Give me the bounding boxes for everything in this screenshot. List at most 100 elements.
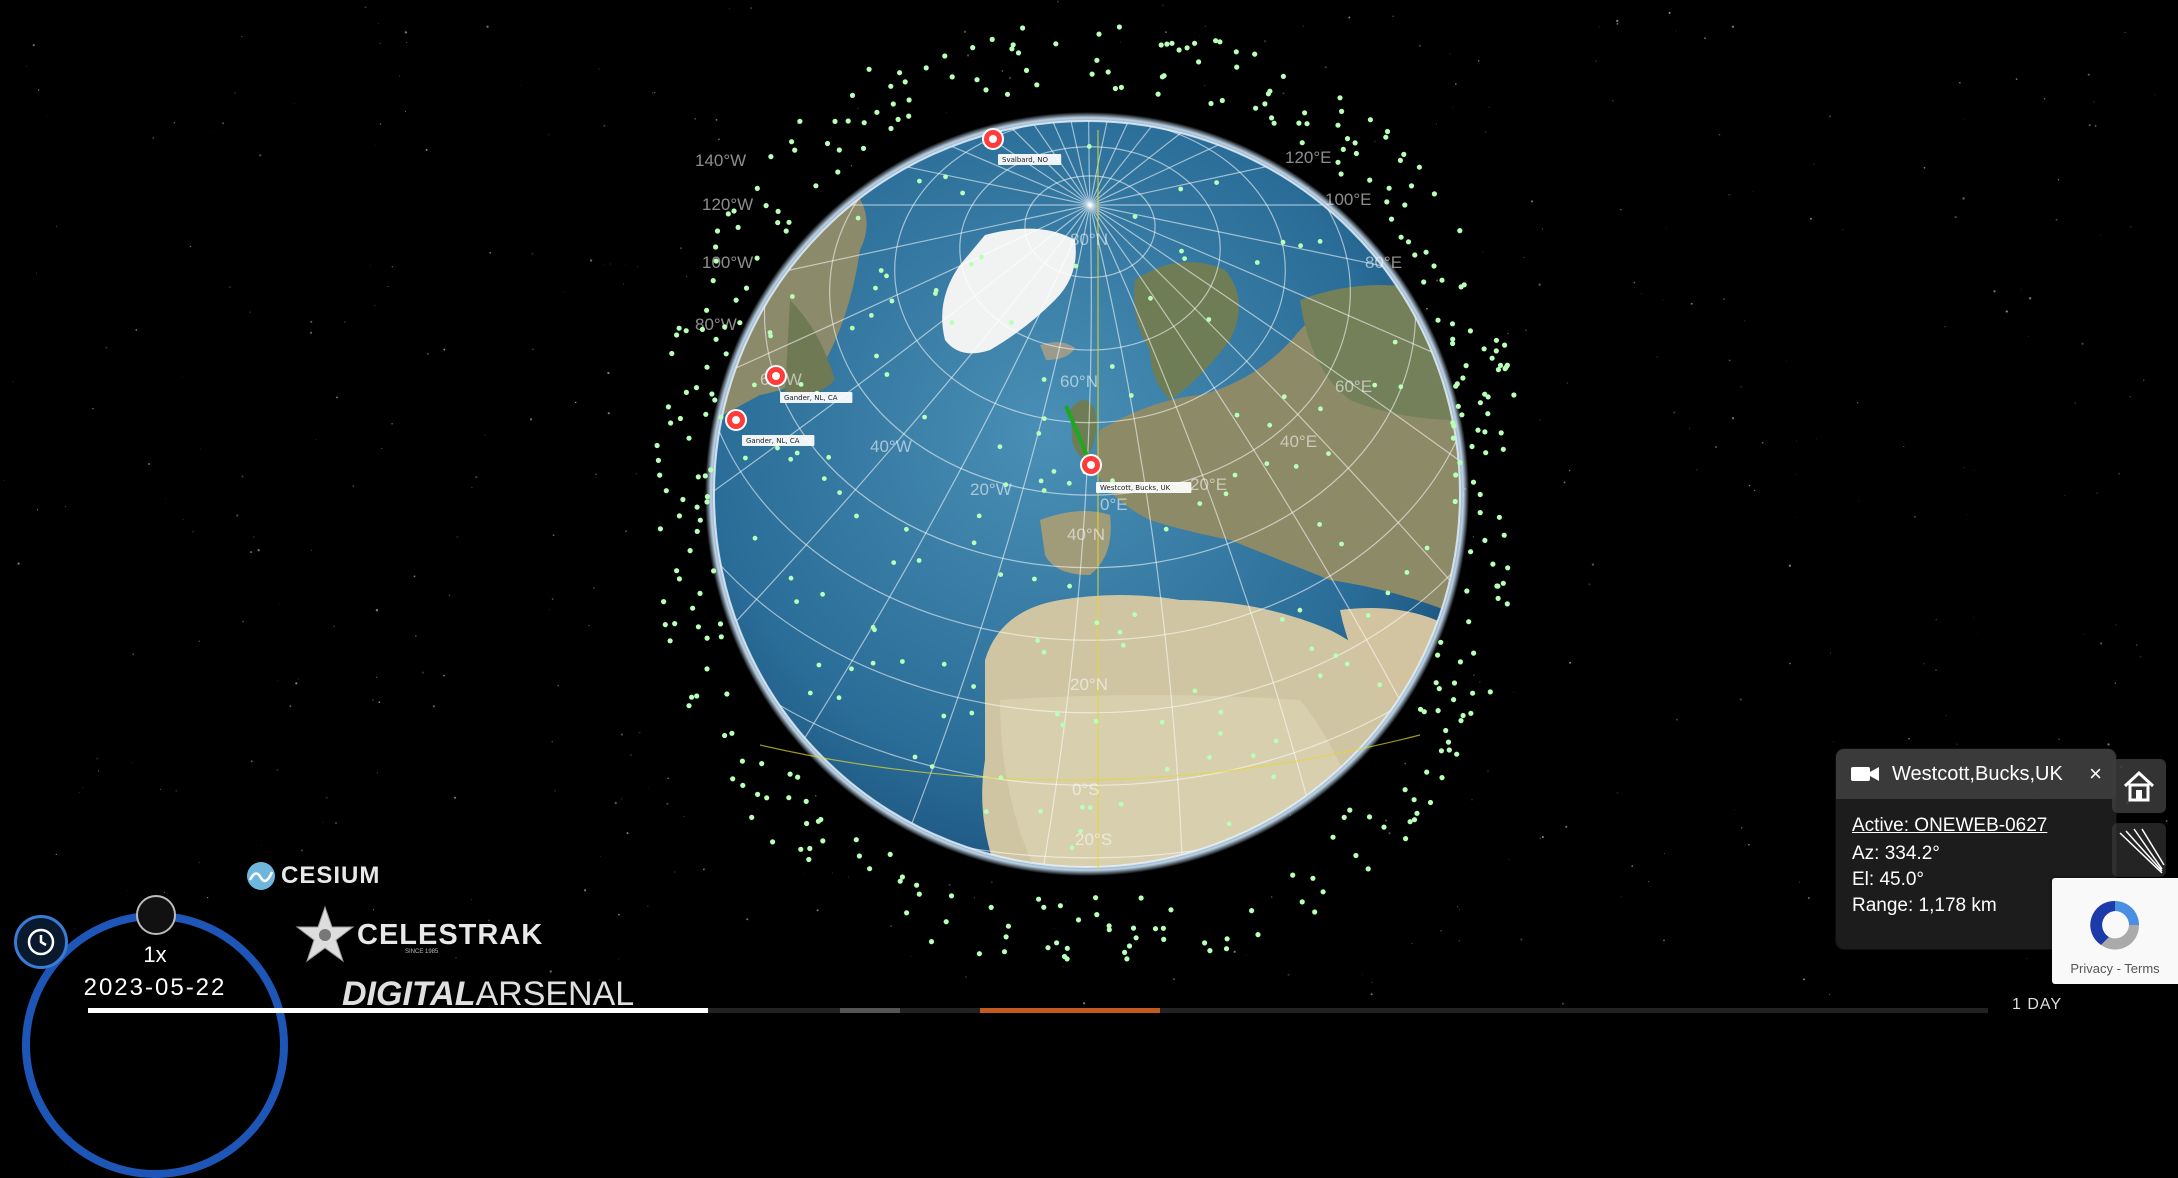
earth-globe[interactable] xyxy=(190,0,1990,1013)
satellite-dot xyxy=(1398,384,1404,390)
satellite-dot xyxy=(775,445,780,451)
satellite-dot xyxy=(1223,491,1229,497)
satellite-dot xyxy=(1381,824,1387,830)
playback-speed[interactable]: 1x xyxy=(143,942,167,967)
star xyxy=(1728,359,1731,362)
satellite-dot xyxy=(1269,115,1275,121)
star xyxy=(105,346,108,349)
star xyxy=(1581,347,1582,349)
satellite-dot xyxy=(1435,317,1441,323)
globe-viewer[interactable]: 140°W120°W100°W80°W60°W40°W20°W120°E100°… xyxy=(0,0,2178,1013)
ground-station-marker[interactable]: Westcott, Bucks, UK xyxy=(1080,454,1192,493)
satellite-dot xyxy=(1160,925,1166,931)
star xyxy=(1541,228,1544,230)
satellite-dot xyxy=(1202,940,1208,946)
satellite-dot xyxy=(1496,514,1502,520)
graticule-label: 40°N xyxy=(1067,525,1105,544)
satellite-dot xyxy=(997,444,1003,450)
star xyxy=(2081,342,2084,345)
star xyxy=(1520,938,1523,941)
satellite-dot xyxy=(874,353,879,359)
satellite-dot xyxy=(1207,754,1212,760)
star xyxy=(2028,297,2032,300)
close-button[interactable]: × xyxy=(2089,761,2102,786)
timeline-zoom-label[interactable]: 1 DAY xyxy=(2012,996,2063,1013)
satellite-dot xyxy=(1366,814,1373,820)
star xyxy=(2094,125,2097,127)
star xyxy=(1449,53,1451,55)
star xyxy=(1788,564,1792,567)
celestrak-logo[interactable]: CELESTRAK SINCE 1985 xyxy=(295,905,543,965)
privacy-link[interactable]: Privacy xyxy=(2070,961,2113,976)
timeline-segment xyxy=(980,1008,1160,1013)
satellite-dot xyxy=(729,730,735,736)
satellite-dot xyxy=(704,364,710,370)
satellite-dot xyxy=(722,732,728,739)
satellite-dot xyxy=(754,185,760,191)
star xyxy=(448,594,451,596)
graticule-labels: 140°W120°W100°W80°W60°W40°W20°W120°E100°… xyxy=(695,148,1402,849)
star xyxy=(425,148,428,151)
satellite-dot xyxy=(1398,234,1404,240)
satellite-dot xyxy=(1421,709,1427,715)
satellite-dot xyxy=(1495,367,1501,373)
star xyxy=(625,530,627,533)
satellite-dot xyxy=(849,666,854,672)
satellite-dot xyxy=(677,415,684,422)
ground-station-marker[interactable]: Gander, NL, CA xyxy=(765,365,853,403)
ground-station-marker[interactable]: Gander, NL, CA xyxy=(725,409,815,446)
satellite-dot xyxy=(1057,903,1063,909)
satellite-dot xyxy=(1159,719,1165,725)
active-satellite-link[interactable]: Active: ONEWEB-0627 xyxy=(1852,815,2048,836)
satellite-dot xyxy=(897,878,903,884)
cesium-logo[interactable]: CESIUM xyxy=(245,860,380,892)
star xyxy=(443,674,445,677)
satellite-dot xyxy=(1464,588,1470,594)
recaptcha-badge[interactable]: Privacy - Terms xyxy=(2052,878,2178,984)
satellite-dot xyxy=(697,590,703,597)
satellite-dot xyxy=(1004,91,1011,97)
satellite-dot xyxy=(1041,488,1047,493)
satellite-dot xyxy=(1126,943,1133,949)
satellite-dot xyxy=(1494,583,1500,589)
satellite-dot xyxy=(1207,948,1213,954)
star xyxy=(1588,583,1591,586)
satellite-dot xyxy=(912,754,918,760)
satellite-dot xyxy=(1184,45,1190,51)
satellite-dot xyxy=(1132,612,1138,617)
satellite-dot xyxy=(1460,375,1466,381)
satellite-dot xyxy=(983,87,989,93)
star xyxy=(1731,417,1735,420)
ground-station-marker[interactable]: Svalbard, NO xyxy=(982,128,1062,165)
time-dial-knob[interactable] xyxy=(136,895,176,935)
satellite-dot xyxy=(1495,595,1501,602)
satellite-dot xyxy=(815,818,822,824)
star xyxy=(1809,217,1813,220)
satellite-dot xyxy=(1388,216,1395,222)
star xyxy=(847,876,849,878)
home-button[interactable] xyxy=(2112,759,2166,813)
azimuth-value: Az: 334.2° xyxy=(1852,843,1940,864)
star xyxy=(990,880,993,884)
star xyxy=(1371,981,1373,983)
satellite-dot xyxy=(1296,120,1302,126)
satellite-dot xyxy=(854,513,859,519)
sensor-fov-button[interactable] xyxy=(2112,823,2166,877)
terms-link[interactable]: Terms xyxy=(2124,961,2160,976)
star xyxy=(1923,663,1925,665)
ground-station-label: Svalbard, NO xyxy=(1002,156,1048,164)
satellite-dot xyxy=(1489,355,1495,361)
satellite-dot xyxy=(989,36,995,43)
star xyxy=(1263,40,1267,43)
digital-arsenal-logo[interactable]: DIGITALARSENAL xyxy=(342,975,634,1014)
satellite-dot xyxy=(703,411,709,417)
satellite-dot xyxy=(790,294,795,299)
satellite-dot xyxy=(1339,541,1344,547)
star xyxy=(1053,927,1055,929)
satellite-dot xyxy=(665,404,672,410)
clock-button[interactable] xyxy=(14,915,68,969)
star xyxy=(74,927,75,929)
satellite-dot xyxy=(904,526,909,532)
satellite-dot xyxy=(870,660,876,666)
star xyxy=(64,506,67,508)
